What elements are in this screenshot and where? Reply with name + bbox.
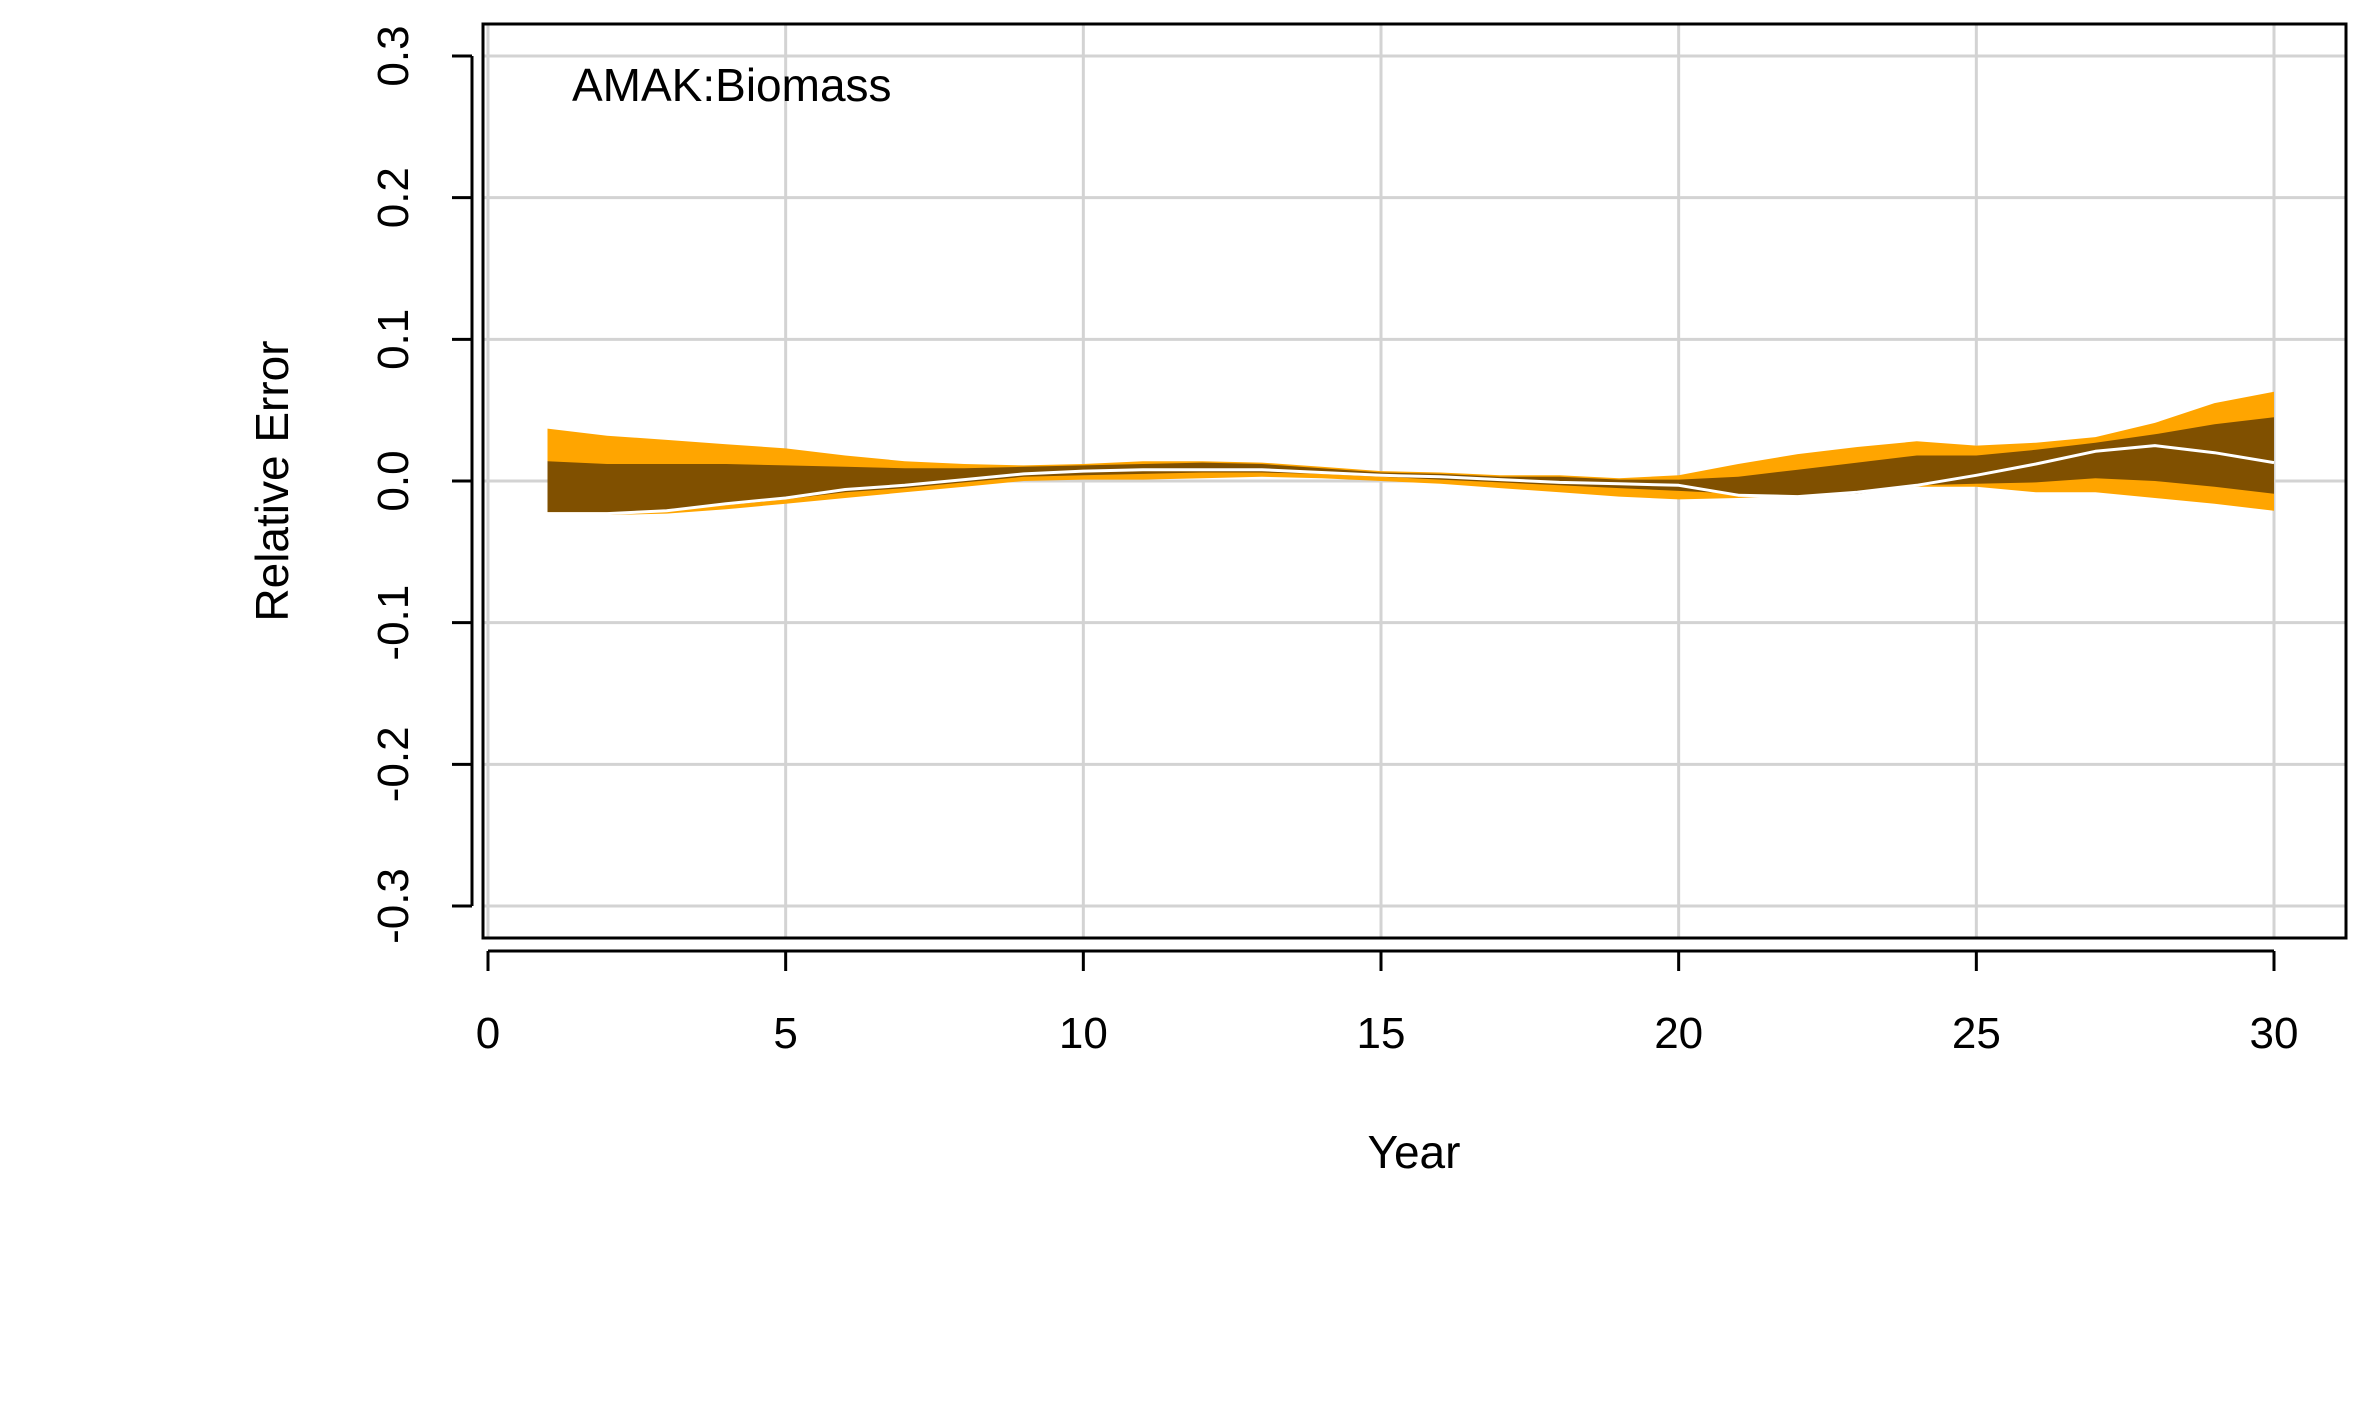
y-tick-label-0: -0.3 xyxy=(369,868,418,944)
x-tick-label-2: 10 xyxy=(1059,1009,1108,1058)
x-tick-label-1: 5 xyxy=(773,1009,797,1058)
panel-label: AMAK:Biomass xyxy=(572,59,892,111)
y-tick-label-4: 0.1 xyxy=(369,309,418,370)
x-tick-label-4: 20 xyxy=(1654,1009,1703,1058)
plot-frame xyxy=(481,22,2348,940)
bands xyxy=(547,391,2274,515)
median-line-group xyxy=(547,444,2275,516)
y-tick-label-6: 0.3 xyxy=(369,25,418,86)
y-tick-label-3: 0.0 xyxy=(369,450,418,511)
x-tick-label-5: 25 xyxy=(1952,1009,2001,1058)
x-tick-label-0: 0 xyxy=(476,1009,500,1058)
inner-band xyxy=(547,417,2274,513)
x-axis: 0 5 10 15 20 25 30 xyxy=(476,949,2299,1058)
y-tick-label-1: -0.2 xyxy=(369,726,418,802)
x-tick-label-6: 30 xyxy=(2250,1009,2299,1058)
y-tick-label-5: 0.2 xyxy=(369,167,418,228)
y-axis-label: Relative Error xyxy=(246,340,298,621)
median-line xyxy=(547,444,2275,516)
y-tick-label-2: -0.1 xyxy=(369,585,418,661)
y-axis: -0.3 -0.2 -0.1 0.0 0.1 0.2 0.3 xyxy=(369,25,474,944)
x-tick-label-3: 15 xyxy=(1357,1009,1406,1058)
x-axis-label: Year xyxy=(1368,1126,1461,1178)
